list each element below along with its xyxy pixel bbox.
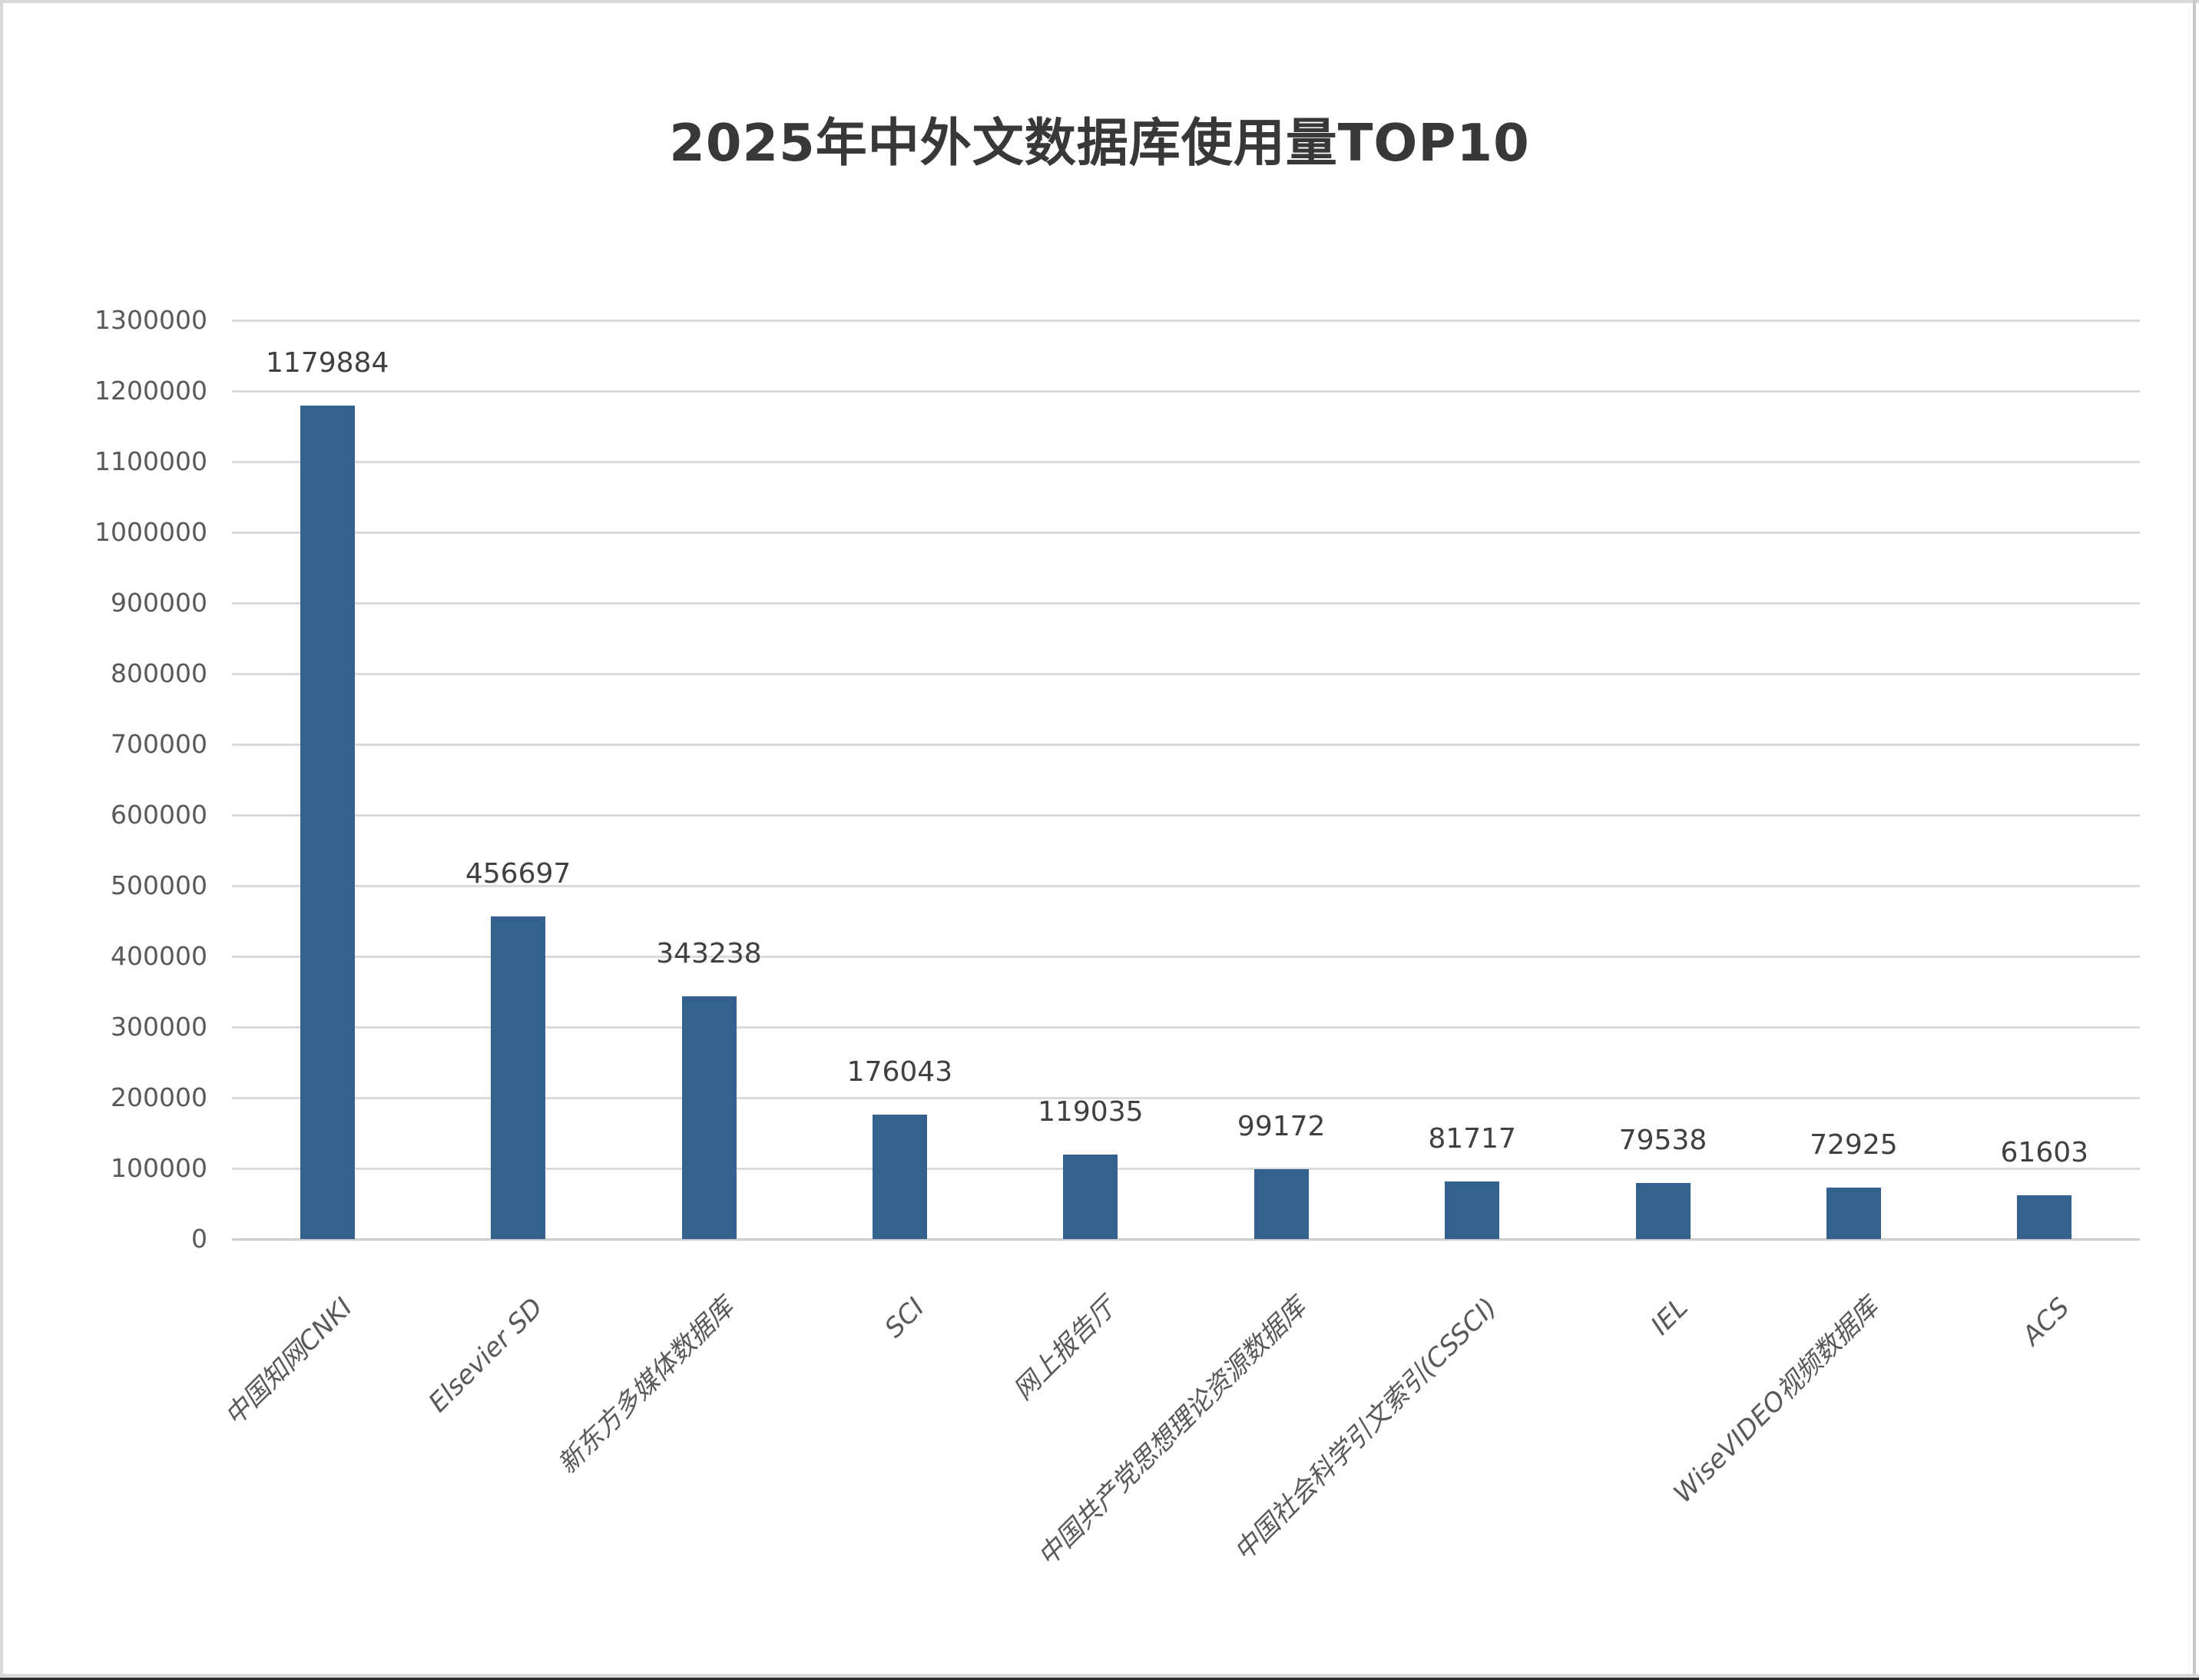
y-axis-tick-label: 1300000 [94,305,207,335]
gridline [232,601,2140,605]
frame-strip-bottom-light [0,1674,2199,1678]
bar [1445,1181,1500,1239]
bar-value-label: 81717 [1428,1123,1516,1155]
gridline [232,531,2140,534]
bar-value-label: 79538 [1618,1125,1707,1156]
gridline [232,884,2140,887]
y-axis-tick-label: 1100000 [94,446,207,476]
gridline [232,460,2140,463]
bar [1826,1188,1881,1239]
frame-strip-bottom-dark [0,1678,2199,1680]
bar-value-label: 61603 [2000,1137,2089,1168]
frame-border-left [0,0,3,1678]
gridline [232,955,2140,958]
gridline [232,813,2140,817]
x-axis-category-label: SCI [879,1292,931,1344]
y-axis-tick-label: 800000 [111,658,207,688]
gridline [232,672,2140,675]
y-axis-tick-label: 200000 [111,1082,207,1112]
gridline [232,319,2140,322]
frame-border-right [2193,0,2196,1678]
y-axis-tick-label: 500000 [111,870,207,900]
y-axis-tick-label: 100000 [111,1153,207,1183]
x-axis-category-label: ACS [2015,1292,2076,1352]
frame-border-top [0,0,2199,3]
bar-value-label: 1179884 [266,347,389,379]
bar-value-label: 343238 [656,938,762,969]
bar-value-label: 72925 [1810,1129,1898,1161]
bar-value-label: 119035 [1038,1096,1144,1128]
x-axis-category-label: Elsevier SD [422,1292,549,1419]
y-axis-tick-label: 900000 [111,588,207,618]
bar [1063,1155,1118,1239]
bar-value-label: 176043 [846,1056,953,1088]
y-axis-tick-label: 600000 [111,800,207,830]
y-axis-tick-label: 1200000 [94,376,207,406]
gridline [232,743,2140,746]
y-axis-tick-label: 700000 [111,729,207,759]
x-axis-category-label: 中国知网CNKI [218,1292,359,1433]
y-axis-tick-label: 1000000 [94,517,207,547]
bar [681,996,737,1239]
bar [300,406,355,1239]
y-axis-tick-label: 400000 [111,941,207,971]
x-axis-line [232,1238,2140,1241]
y-axis-tick-label: 300000 [111,1012,207,1042]
bar-value-label: 99172 [1237,1111,1326,1142]
y-axis-tick-label: 0 [191,1224,207,1254]
x-axis-category-label: 新东方多媒体数据库 [551,1292,740,1480]
gridline [232,389,2140,393]
bar [491,916,546,1239]
bar [1635,1183,1691,1239]
gridline [232,1026,2140,1029]
gridline [232,1167,2140,1170]
x-axis-category-label: IEL [1644,1292,1694,1341]
bar [1253,1169,1309,1239]
bar-value-label: 456697 [465,858,571,890]
x-axis-category-label: 网上报告厅 [1007,1292,1122,1407]
chart-title: 2025年中外文数据库使用量TOP10 [669,113,1530,173]
x-axis-category-label: WiseVIDEO视频数据库 [1667,1292,1885,1509]
gridline [232,1096,2140,1099]
bar [2017,1195,2072,1239]
bar [872,1115,927,1239]
